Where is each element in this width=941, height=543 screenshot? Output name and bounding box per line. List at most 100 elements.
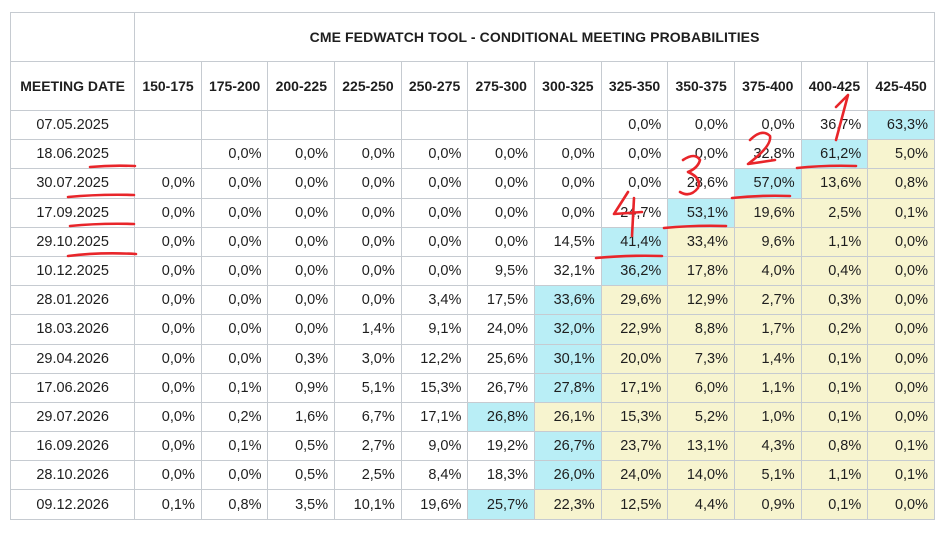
probability-cell: 18,3% [467,460,536,491]
probability-cell: 32,0% [534,314,602,345]
probability-cell: 0,0% [134,401,202,433]
probability-cell: 0,3% [267,343,336,374]
probability-cell: 0,0% [267,314,336,345]
title-row: CME FEDWATCH TOOL - CONDITIONAL MEETING … [9,12,935,62]
meeting-date-cell: 30.07.2025 [9,168,136,199]
table-row: 18.03.2026 0,0% 0,0% 0,0% 1,4% 9,1% 24,0% 32,0%… [9,314,935,345]
probability-cell: 33,4% [667,226,735,257]
probability-cell: 5,0% [867,139,935,170]
probability-cell: 0,0% [467,168,536,199]
probability-cell: 0,0% [200,139,269,170]
range-header-175-200: 175-200 [200,61,269,111]
probability-cell: 61,2% [800,139,869,170]
probability-cell: 9,1% [400,314,469,345]
probability-cell: 25,7% [467,489,536,520]
range-header-275-300: 275-300 [467,61,536,111]
probability-cell: 0,0% [267,139,336,170]
probability-cell: 0,1% [800,401,869,433]
probability-cell: 0,0% [134,197,202,228]
probability-cell: 0,0% [134,314,202,345]
probabilities-table: CME FEDWATCH TOOL - CONDITIONAL MEETING … [9,12,935,520]
probability-cell: 4,0% [733,255,802,287]
probability-cell: 12,5% [600,489,669,520]
probability-cell: 0,0% [867,226,935,257]
probability-cell: 5,2% [667,401,735,433]
range-header-150-175: 150-175 [134,61,202,111]
meeting-date-cell: 29.10.2025 [9,226,136,257]
probability-cell [134,109,202,141]
probability-cell: 0,8% [800,431,869,462]
probability-cell: 0,9% [267,372,336,403]
probability-cell: 0,0% [134,431,202,462]
meeting-date-cell: 28.01.2026 [9,285,136,316]
probability-cell: 1,1% [800,226,869,257]
probability-cell: 1,7% [733,314,802,345]
meeting-date-cell: 17.09.2025 [9,197,136,228]
probability-cell: 0,0% [867,401,935,433]
table-row: 09.12.2026 0,1% 0,8% 3,5% 10,1% 19,6% 25,7% 22,… [9,489,935,520]
range-header-375-400: 375-400 [733,61,802,111]
probability-cell: 0,0% [334,285,402,316]
probability-cell: 0,0% [867,255,935,287]
probability-cell: 13,6% [800,168,869,199]
meeting-date-cell: 09.12.2026 [9,489,136,520]
probability-cell: 3,4% [400,285,469,316]
probability-cell: 0,8% [867,168,935,199]
probability-cell: 30,1% [534,343,602,374]
probability-cell: 0,0% [400,197,469,228]
probability-cell: 32,1% [534,255,602,287]
probability-cell: 0,1% [200,431,269,462]
probability-cell: 0,0% [400,168,469,199]
probability-cell: 8,4% [400,460,469,491]
probability-cell: 0,0% [200,285,269,316]
probability-cell: 10,1% [334,489,402,520]
probability-cell: 8,8% [667,314,735,345]
probability-cell: 19,6% [400,489,469,520]
probability-cell: 0,0% [267,226,336,257]
table-row: 18.06.2025 0,0% 0,0% 0,0% 0,0% 0,0% 0,0% 0,0% 0,… [9,139,935,170]
probability-cell: 0,0% [134,168,202,199]
probability-cell: 0,1% [800,489,869,520]
probability-cell: 17,1% [600,372,669,403]
probability-cell: 0,9% [733,489,802,520]
probability-cell: 0,2% [800,314,869,345]
probability-cell: 0,8% [200,489,269,520]
probability-cell: 25,6% [467,343,536,374]
probability-cell: 0,0% [134,255,202,287]
probability-cell [534,109,602,141]
probability-cell: 1,0% [733,401,802,433]
probability-cell: 24,0% [467,314,536,345]
probability-cell: 0,0% [200,314,269,345]
table-row: 29.04.2026 0,0% 0,0% 0,3% 3,0% 12,2% 25,6% 30,1… [9,343,935,374]
probability-cell: 26,1% [534,401,602,433]
table-row: 16.09.2026 0,0% 0,1% 0,5% 2,7% 9,0% 19,2% 26,7%… [9,431,935,462]
meeting-date-cell: 18.03.2026 [9,314,136,345]
probability-cell: 0,0% [134,372,202,403]
table-row: 29.10.2025 0,0% 0,0% 0,0% 0,0% 0,0% 0,0% 14,5% 4… [9,226,935,257]
probability-cell: 4,4% [667,489,735,520]
probability-cell: 1,1% [733,372,802,403]
probability-cell: 0,0% [267,197,336,228]
probability-cell: 0,5% [267,431,336,462]
probability-cell: 0,0% [600,168,669,199]
meeting-date-header: MEETING DATE [9,61,136,111]
meeting-date-cell: 28.10.2026 [9,460,136,491]
probability-cell: 0,0% [134,226,202,257]
range-header-250-275: 250-275 [400,61,469,111]
meeting-date-cell: 07.05.2025 [9,109,136,141]
table-row: 10.12.2025 0,0% 0,0% 0,0% 0,0% 0,0% 9,5% 32,1% 3… [9,255,935,287]
range-header-200-225: 200-225 [267,61,336,111]
probability-cell: 12,9% [667,285,735,316]
table-body: 07.05.2025 0,0% 0,0% 0,0% 36,7% 63,3% 18.06.20… [9,109,935,520]
probability-cell: 0,0% [400,255,469,287]
probability-cell: 26,7% [467,372,536,403]
probability-cell: 0,0% [334,139,402,170]
probability-cell: 0,0% [134,285,202,316]
probability-cell: 1,1% [800,460,869,491]
probability-cell: 17,5% [467,285,536,316]
table-row: 17.06.2026 0,0% 0,1% 0,9% 5,1% 15,3% 26,7% 27,8… [9,372,935,403]
probability-cell: 2,7% [334,431,402,462]
meeting-date-cell: 16.09.2026 [9,431,136,462]
probability-cell [400,109,469,141]
probability-cell: 0,1% [800,372,869,403]
